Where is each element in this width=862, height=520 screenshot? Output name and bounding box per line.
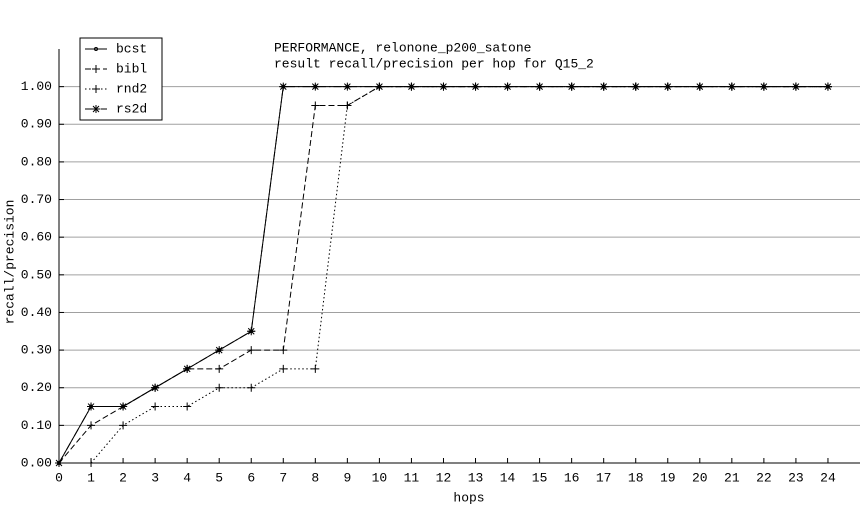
x-axis-label: hops [453,490,484,505]
marker [631,82,640,91]
marker [119,421,128,430]
x-tick-label: 16 [564,470,580,485]
legend-marker [92,105,100,113]
x-tick-label: 12 [436,470,452,485]
y-tick-label: 0.80 [21,154,52,169]
marker [183,364,192,373]
x-tick-label: 19 [660,470,676,485]
legend-marker [92,65,100,73]
marker [791,82,800,91]
marker [535,82,544,91]
marker [343,101,352,110]
marker [151,383,160,392]
marker [407,82,416,91]
marker [503,82,512,91]
marker [599,82,608,91]
y-tick-label: 0.70 [21,192,52,207]
marker [247,327,256,336]
x-tick-label: 22 [756,470,772,485]
marker [247,346,256,355]
x-tick-label: 5 [215,470,223,485]
marker [119,402,128,411]
x-tick-label: 17 [596,470,612,485]
marker [343,82,352,91]
marker [439,82,448,91]
marker [151,402,160,411]
marker [215,383,224,392]
legend-label: bcst [116,41,147,56]
marker [471,82,480,91]
marker [87,459,96,467]
chart-subtitle: result recall/precision per hop for Q15_… [274,56,594,71]
x-tick-label: 9 [343,470,351,485]
marker [279,364,288,373]
x-tick-label: 1 [87,470,95,485]
x-tick-label: 6 [247,470,255,485]
x-tick-label: 4 [183,470,191,485]
marker [759,82,768,91]
x-tick-label: 0 [55,470,63,485]
marker [311,364,320,373]
x-tick-label: 7 [279,470,287,485]
marker [663,82,672,91]
marker [87,421,96,430]
legend-marker [92,85,100,93]
marker [311,82,320,91]
y-tick-label: 0.40 [21,305,52,320]
x-tick-label: 23 [788,470,804,485]
marker [87,402,96,411]
x-tick-label: 3 [151,470,159,485]
marker [215,346,224,355]
x-tick-label: 14 [500,470,516,485]
chart-title: PERFORMANCE, relonone_p200_satone [274,40,531,55]
x-tick-label: 10 [372,470,388,485]
y-tick-label: 0.50 [21,267,52,282]
y-tick-label: 0.60 [21,230,52,245]
legend-label: bibl [116,61,147,76]
marker [311,101,320,110]
marker [279,82,288,91]
legend-label: rs2d [116,101,147,116]
y-tick-label: 0.10 [21,418,52,433]
x-tick-label: 24 [820,470,836,485]
x-tick-label: 20 [692,470,708,485]
marker [183,402,192,411]
legend-label: rnd2 [116,81,147,96]
x-tick-label: 8 [311,470,319,485]
legend-marker [92,47,100,51]
y-tick-label: 0.20 [21,380,52,395]
marker [567,82,576,91]
marker [55,459,63,467]
marker [727,82,736,91]
y-tick-label: 0.00 [21,455,52,470]
x-tick-label: 15 [532,470,548,485]
marker [823,82,832,91]
y-tick-label: 1.00 [21,79,52,94]
marker [375,82,384,91]
x-tick-label: 13 [468,470,484,485]
x-tick-label: 18 [628,470,644,485]
marker [695,82,704,91]
x-tick-label: 21 [724,470,740,485]
marker [215,364,224,373]
y-tick-label: 0.30 [21,343,52,358]
marker [247,383,256,392]
marker [279,346,288,355]
x-tick-label: 11 [404,470,420,485]
y-tick-label: 0.90 [21,117,52,132]
x-tick-label: 2 [119,470,127,485]
y-axis-label: recall/precision [2,200,17,325]
